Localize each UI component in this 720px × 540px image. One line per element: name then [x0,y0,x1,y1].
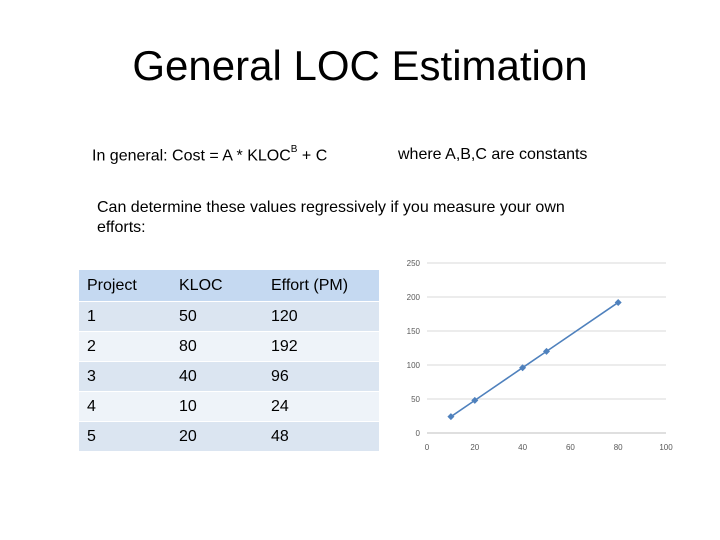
y-tick-label: 0 [416,429,421,438]
y-tick-label: 200 [407,293,421,302]
effort-line-chart: 0 50 100 150 200 250 0 20 40 60 80 100 [407,259,674,452]
cell-project: 2 [79,331,171,362]
table-row: 1 50 120 [79,301,379,332]
cell-project: 4 [79,391,171,422]
y-tick-label: 150 [407,327,421,336]
y-tick-label: 250 [407,259,421,268]
x-tick-label: 20 [470,443,479,452]
cell-effort: 48 [263,421,379,452]
data-point [519,364,527,372]
cell-kloc: 80 [171,331,263,362]
data-point [471,396,479,404]
y-tick-label: 100 [407,361,421,370]
table-row: 5 20 48 [79,421,379,452]
table-row: 3 40 96 [79,361,379,392]
cell-project: 3 [79,361,171,392]
cell-effort: 192 [263,331,379,362]
x-tick-label: 0 [425,443,430,452]
cell-project: 5 [79,421,171,452]
description-text: Can determine these values regressively … [97,199,565,236]
formula-prefix: In general: Cost = A * KLOC [92,147,291,165]
header-project: Project [79,270,171,302]
x-tick-label: 60 [566,443,575,452]
formula-text: In general: Cost = A * KLOCB + C [92,144,328,165]
formula-exponent: B [290,144,298,155]
slide-title: General LOC Estimation [132,42,588,89]
cell-project: 1 [79,301,171,332]
cell-effort: 96 [263,361,379,392]
effort-table: Project KLOC Effort (PM) 1 50 120 2 80 1… [79,270,379,452]
data-point [614,298,622,306]
cell-kloc: 50 [171,301,263,332]
cell-kloc: 40 [171,361,263,392]
data-point [543,347,550,355]
y-tick-label: 50 [411,395,420,404]
cell-effort: 120 [263,301,379,332]
header-kloc: KLOC [171,270,263,302]
cell-effort: 24 [263,391,379,422]
x-tick-label: 80 [614,443,623,452]
table-header-row: Project KLOC Effort (PM) [79,270,379,302]
x-tick-label: 40 [518,443,527,452]
formula-suffix: + C [297,147,328,165]
cell-kloc: 20 [171,421,263,452]
constants-note: where A,B,C are constants [398,146,588,163]
x-tick-label: 100 [659,443,673,452]
table-row: 4 10 24 [79,391,379,422]
cell-kloc: 10 [171,391,263,422]
header-effort: Effort (PM) [263,270,379,302]
table-row: 2 80 192 [79,331,379,362]
data-point [447,413,455,421]
